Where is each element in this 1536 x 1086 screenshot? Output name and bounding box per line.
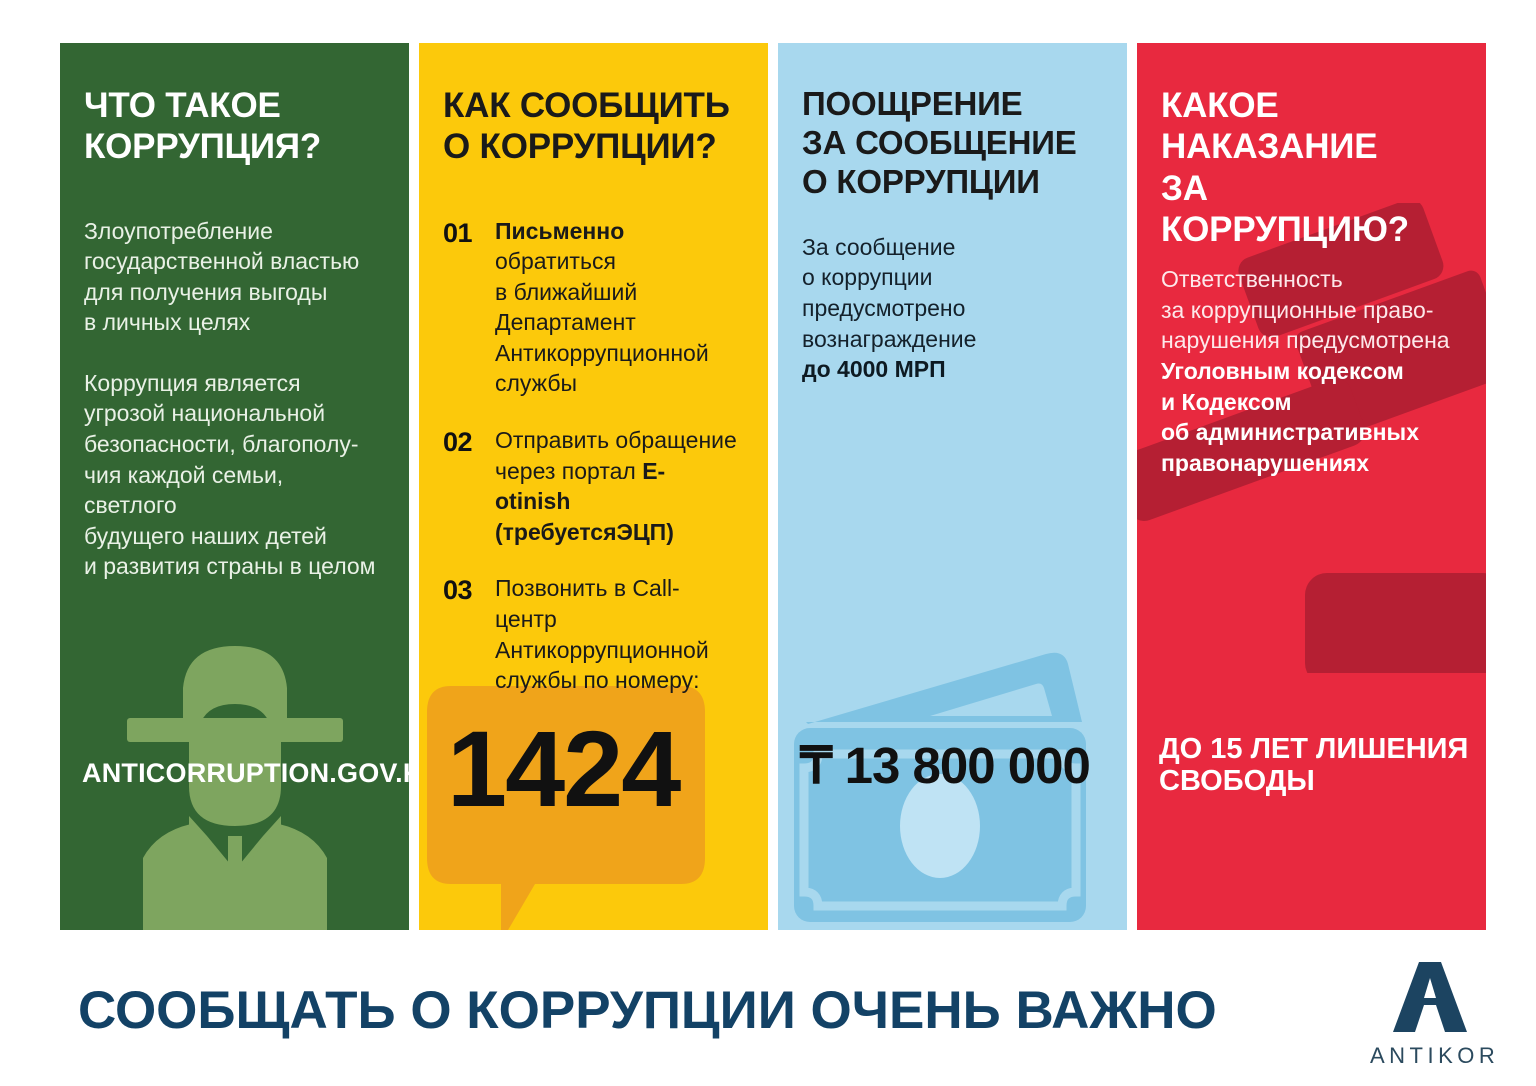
- blue-reward-amount-mrp: до 4000 МРП: [802, 356, 946, 383]
- list-item-step-02: 02 Отправить обращение через портал E-ot…: [443, 425, 740, 547]
- page-title-green: ЧТО ТАКОЕ КОРРУПЦИЯ?: [84, 86, 322, 167]
- step-number-01: 01: [443, 217, 473, 248]
- max-prison-term-banner: ДО 15 ЛЕТ ЛИШЕНИЯ СВОБОДЫ: [1159, 733, 1469, 798]
- antikor-wordmark: ANTIKOR: [1370, 1043, 1500, 1068]
- blue-paragraph-1: За сообщение о коррупции предусмотрено в…: [802, 233, 977, 352]
- green-paragraph-1: Злоупотребление государственной властью …: [84, 217, 360, 336]
- page-title-red: КАКОЕ НАКАЗАНИЕ ЗА КОРРУПЦИЮ?: [1161, 86, 1409, 249]
- panel-punishment-for-corruption: КАКОЕ НАКАЗАНИЕ ЗА КОРРУПЦИЮ? Ответствен…: [1137, 43, 1486, 930]
- step-number-03: 03: [443, 575, 473, 606]
- step-03-rest: Позвонить в Call-центр Антикоррупционной…: [495, 575, 709, 694]
- footer-bar: СООБЩАТЬ О КОРРУПЦИИ ОЧЕНЬ ВАЖНО: [0, 955, 1536, 1065]
- panel-what-is-corruption: ЧТО ТАКОЕ КОРРУПЦИЯ? Злоупотребление гос…: [60, 43, 409, 930]
- step-text-01: Письменно обратиться в ближайший Департа…: [495, 216, 740, 399]
- list-item-step-03: 03 Позвонить в Call-центр Антикоррупцион…: [443, 573, 740, 695]
- green-paragraph-2: Коррупция является угрозой национальной …: [84, 369, 376, 580]
- blue-content: ПООЩРЕНИЕ ЗА СООБЩЕНИЕ О КОРРУПЦИИ За со…: [778, 43, 1127, 930]
- reward-amount-tenge: ₸ 13 800 000: [800, 737, 1091, 794]
- step-02-rest: Отправить обращение через портал: [495, 427, 737, 484]
- page-title-yellow: КАК СООБЩИТЬ О КОРРУПЦИИ?: [443, 86, 730, 167]
- antikor-logo: ANTIKOR: [1370, 960, 1500, 1069]
- columns-container: ЧТО ТАКОЕ КОРРУПЦИЯ? Злоупотребление гос…: [60, 43, 1486, 930]
- page-title-blue: ПООЩРЕНИЕ ЗА СООБЩЕНИЕ О КОРРУПЦИИ: [802, 85, 1077, 200]
- report-steps-list: 01 Письменно обратиться в ближайший Депа…: [443, 216, 740, 696]
- red-legal-codes: Уголовным кодексом и Кодексом об админис…: [1161, 357, 1419, 476]
- green-content: ЧТО ТАКОЕ КОРРУПЦИЯ? Злоупотребление гос…: [60, 43, 409, 930]
- step-number-02: 02: [443, 427, 473, 458]
- panel-reward-for-report: ПООЩРЕНИЕ ЗА СООБЩЕНИЕ О КОРРУПЦИИ За со…: [778, 43, 1127, 930]
- red-paragraph-1: Ответственность за коррупционные право- …: [1161, 266, 1450, 354]
- antikor-a-mark-icon: [1370, 960, 1490, 1039]
- yellow-content: КАК СООБЩИТЬ О КОРРУПЦИИ? 01 Письменно о…: [419, 43, 768, 930]
- anticorruption-website-url[interactable]: ANTICORRUPTION.GOV.KZ: [82, 758, 409, 788]
- step-text-02: Отправить обращение через портал E-otini…: [495, 425, 740, 547]
- footer-slogan: СООБЩАТЬ О КОРРУПЦИИ ОЧЕНЬ ВАЖНО: [78, 980, 1217, 1040]
- list-item-step-01: 01 Письменно обратиться в ближайший Депа…: [443, 216, 740, 399]
- step-01-lead: Письменно: [495, 217, 625, 244]
- step-02-portal-name: E-otinish (требуетсяЭЦП): [495, 457, 674, 545]
- step-text-03: Позвонить в Call-центр Антикоррупционной…: [495, 573, 740, 695]
- call-center-phone-number[interactable]: 1424: [447, 708, 681, 829]
- panel-how-to-report: КАК СООБЩИТЬ О КОРРУПЦИИ? 01 Письменно о…: [419, 43, 768, 930]
- step-01-rest: обратиться в ближайший Департамент Антик…: [495, 248, 709, 397]
